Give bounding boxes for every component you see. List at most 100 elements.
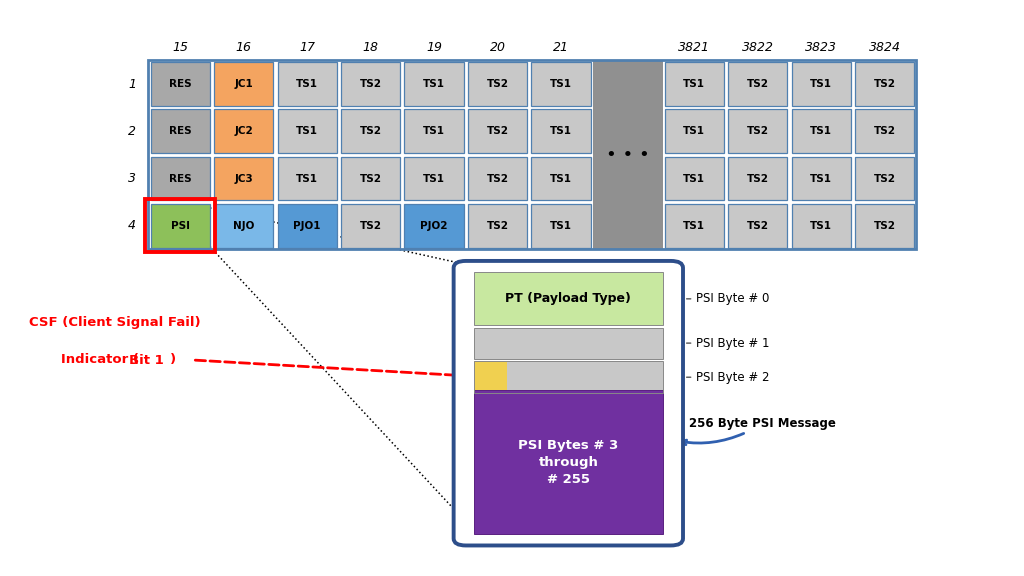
Text: PSI Byte # 1: PSI Byte # 1 [675,336,770,350]
Bar [792,204,851,248]
Bar [341,204,400,248]
Bar [341,109,400,153]
Text: TS1: TS1 [296,79,318,89]
Bar [404,157,464,200]
Bar [214,62,273,106]
Bar [531,109,591,153]
Bar [151,204,210,248]
Text: TS2: TS2 [359,173,382,184]
Bar [151,157,210,200]
Text: TS1: TS1 [423,126,445,137]
Bar [474,361,663,393]
Text: PSI: PSI [171,221,189,231]
Bar [341,62,400,106]
Text: CSF (Client Signal Fail): CSF (Client Signal Fail) [29,316,201,329]
Bar [728,109,787,153]
Text: TS1: TS1 [810,221,833,231]
Bar [341,157,400,200]
Text: TS2: TS2 [873,173,896,184]
Text: Bit 1: Bit 1 [129,354,164,366]
Bar [474,361,507,393]
Bar [151,109,210,153]
Text: TS1: TS1 [296,126,318,137]
Bar [278,157,337,200]
Text: TS1: TS1 [550,221,572,231]
Bar [728,62,787,106]
Bar [665,62,724,106]
Text: TS1: TS1 [296,173,318,184]
Bar [855,109,914,153]
Text: 256 Byte PSI Message: 256 Byte PSI Message [682,416,837,445]
Text: TS2: TS2 [746,221,769,231]
Text: JC3: JC3 [234,173,253,184]
Bar [593,108,663,155]
Bar [792,109,851,153]
Bar [278,204,337,248]
Text: PSI Byte # 0: PSI Byte # 0 [675,293,770,305]
Text: TS1: TS1 [810,126,833,137]
Text: 3824: 3824 [868,40,901,54]
Text: 15: 15 [172,40,188,54]
Text: PT (Payload Type): PT (Payload Type) [506,293,631,305]
Bar [593,202,663,249]
Bar [531,204,591,248]
Text: 3822: 3822 [741,40,774,54]
Text: PSI Bytes # 3
through
# 255: PSI Bytes # 3 through # 255 [518,439,618,486]
Bar [404,62,464,106]
Bar [531,62,591,106]
Bar [468,204,527,248]
Text: 19: 19 [426,40,442,54]
FancyBboxPatch shape [454,261,683,545]
Bar [474,328,663,359]
Text: TS2: TS2 [486,221,509,231]
Bar [665,204,724,248]
Bar [728,157,787,200]
Text: PJO2: PJO2 [421,221,447,231]
Bar [214,109,273,153]
Text: TS2: TS2 [873,221,896,231]
Text: ): ) [170,354,176,366]
Bar [145,199,215,252]
Text: 18: 18 [362,40,379,54]
Text: TS2: TS2 [746,79,769,89]
Bar [468,62,527,106]
Bar [855,62,914,106]
Text: TS1: TS1 [810,79,833,89]
Text: Indicator (: Indicator ( [47,354,139,366]
Text: 2: 2 [128,125,136,138]
Text: JC1: JC1 [234,79,253,89]
Text: TS2: TS2 [359,79,382,89]
Bar [507,361,663,393]
Bar [665,157,724,200]
Text: TS2: TS2 [873,126,896,137]
Text: RES: RES [169,79,191,89]
Bar [148,60,916,249]
Text: 3823: 3823 [805,40,838,54]
Bar [278,109,337,153]
Bar [474,391,663,534]
Text: TS1: TS1 [550,79,572,89]
Bar [404,109,464,153]
Bar [468,157,527,200]
Bar [665,109,724,153]
Text: TS1: TS1 [550,173,572,184]
Text: 4: 4 [128,219,136,232]
Text: TS2: TS2 [873,79,896,89]
Text: TS1: TS1 [683,126,706,137]
Text: TS1: TS1 [683,79,706,89]
Text: 1: 1 [128,78,136,90]
Text: 3821: 3821 [678,40,711,54]
Bar [593,155,663,202]
Bar [792,157,851,200]
Text: 20: 20 [489,40,506,54]
Text: PJO1: PJO1 [294,221,321,231]
Text: RES: RES [169,173,191,184]
Text: 3: 3 [128,172,136,185]
Text: 17: 17 [299,40,315,54]
Text: JC2: JC2 [234,126,253,137]
Text: 21: 21 [553,40,569,54]
Text: RES: RES [169,126,191,137]
Text: TS1: TS1 [683,221,706,231]
Text: TS2: TS2 [486,173,509,184]
Text: TS2: TS2 [486,79,509,89]
